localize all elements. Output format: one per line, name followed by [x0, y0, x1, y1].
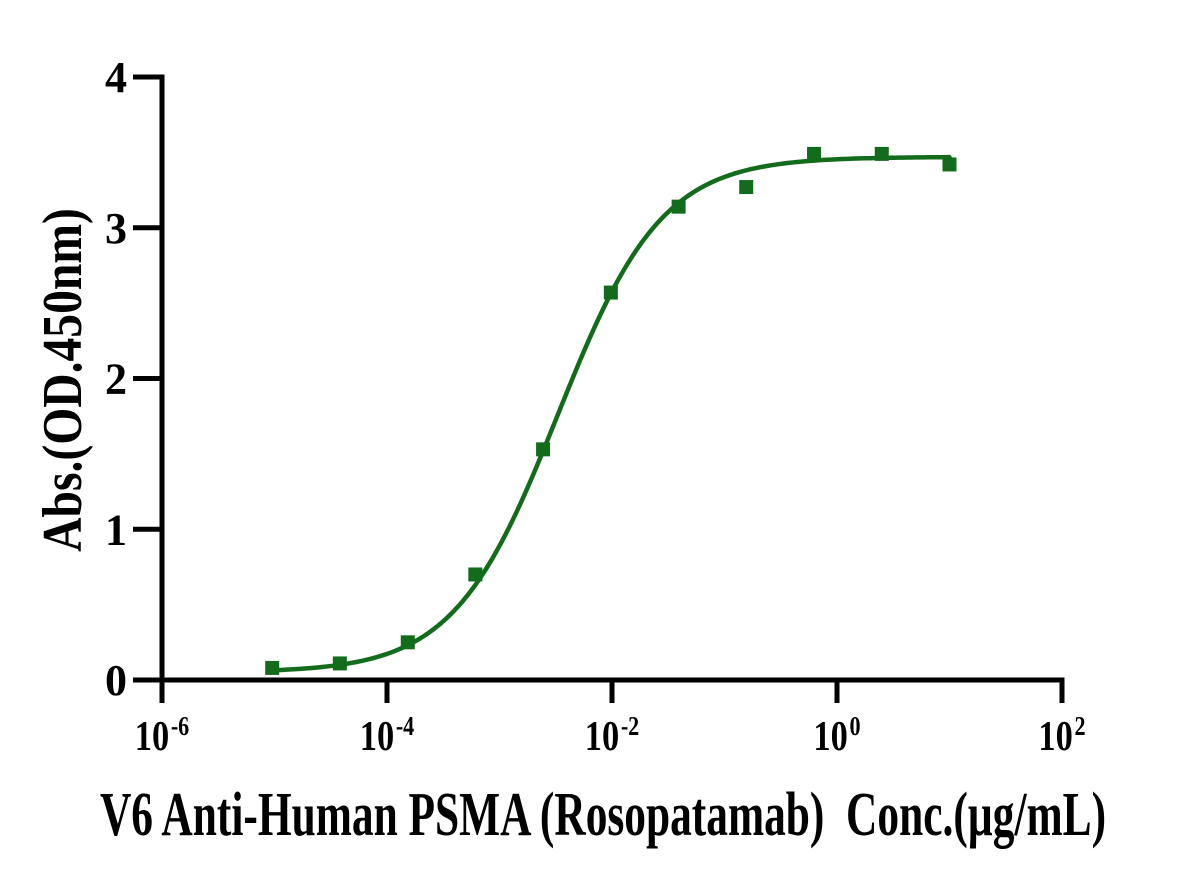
x-tick-label: 102: [1038, 712, 1085, 760]
y-tick-label: 1: [105, 505, 127, 554]
data-point-marker: [671, 199, 686, 214]
axes: [133, 74, 1065, 703]
svg-text:102: 102: [1038, 712, 1085, 760]
x-tick-labels: 10-6 10-4 10-2 100 102: [135, 712, 1086, 760]
x-axis-title: V6 Anti-Human PSMA (Rosopatamab) Conc.(µ…: [100, 779, 1106, 849]
data-point-marker: [807, 146, 822, 161]
data-point-marker: [332, 656, 347, 671]
data-point-marker: [468, 567, 483, 582]
data-point-marker: [739, 180, 754, 195]
data-points-layer: [265, 146, 957, 675]
x-tick-label: 100: [813, 712, 860, 760]
x-tick-label: 10-6: [135, 712, 190, 760]
svg-text:100: 100: [813, 712, 860, 760]
x-tick-label: 10-2: [585, 712, 640, 760]
y-axis-title: Abs.(OD.450nm): [33, 208, 94, 552]
data-point-marker: [603, 285, 618, 300]
x-tick-label: 10-4: [360, 712, 415, 760]
y-tick-label: 2: [105, 355, 127, 404]
svg-text:10-2: 10-2: [585, 712, 640, 760]
y-tick-label: 0: [105, 656, 127, 705]
data-point-marker: [536, 442, 551, 457]
y-tick-label: 3: [105, 204, 127, 253]
svg-text:10-6: 10-6: [135, 712, 190, 760]
y-tick-label: 4: [105, 53, 127, 102]
fit-curve-layer: [269, 154, 952, 673]
data-point-marker: [874, 146, 889, 161]
y-tick-labels: 0 1 2 3 4: [105, 53, 127, 705]
data-point-marker: [942, 157, 957, 172]
fit-curve: [269, 154, 952, 673]
svg-text:10-4: 10-4: [360, 712, 415, 760]
data-point-marker: [265, 660, 280, 675]
data-point-marker: [400, 635, 415, 650]
